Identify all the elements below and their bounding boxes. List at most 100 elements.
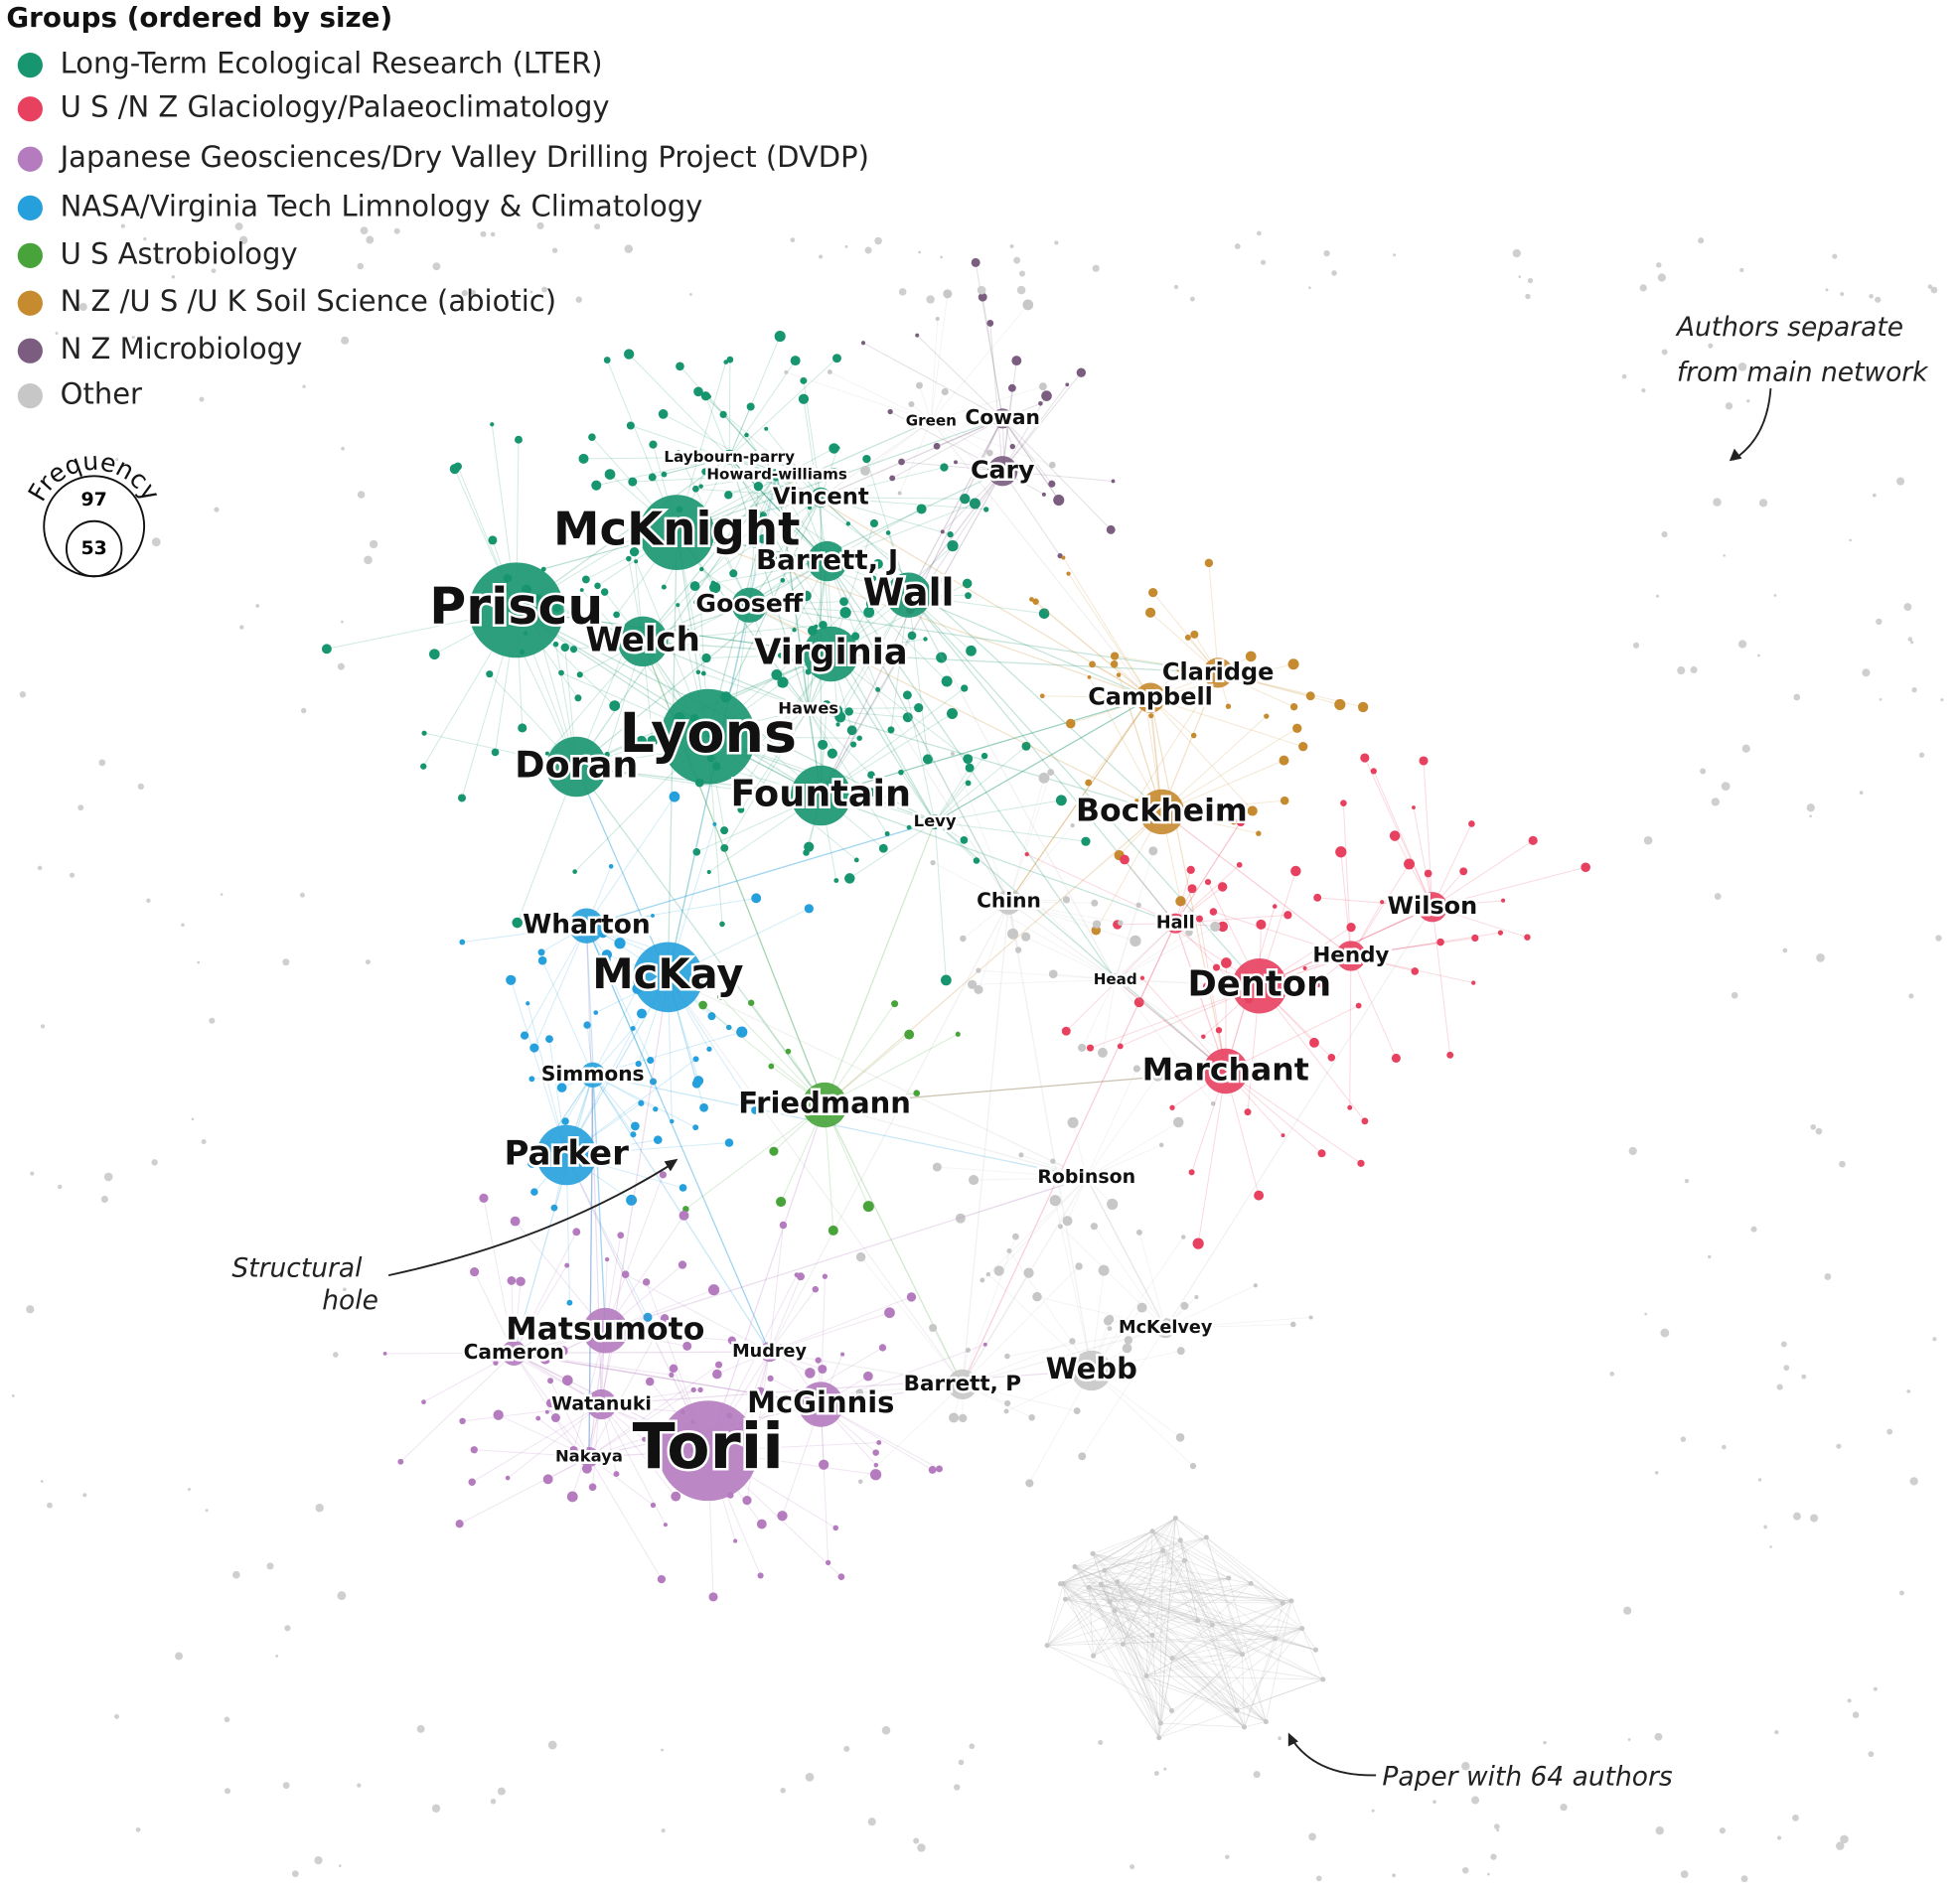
minor-node: [947, 708, 959, 720]
isolated-node: [357, 491, 366, 499]
minor-node: [891, 1000, 899, 1008]
edge: [1161, 810, 1352, 956]
minor-node: [1355, 1002, 1362, 1009]
minor-node: [1024, 851, 1029, 857]
minor-node: [669, 791, 680, 802]
edge: [1072, 1122, 1088, 1178]
isolated-node: [913, 1837, 920, 1844]
minor-node: [855, 1388, 864, 1396]
edge: [1092, 1552, 1323, 1680]
minor-node: [1081, 836, 1091, 846]
minor-node: [645, 1377, 655, 1386]
minor-node: [705, 393, 711, 399]
minor-node: [1185, 929, 1193, 937]
minor-node: [649, 1078, 658, 1086]
minor-node: [1136, 1302, 1147, 1313]
edge: [1053, 973, 1116, 980]
edge: [585, 925, 652, 1061]
minor-node: [550, 1412, 560, 1423]
minor-node: [1234, 1707, 1240, 1713]
minor-node: [1085, 779, 1093, 787]
minor-node: [712, 1369, 722, 1380]
minor-node: [421, 1399, 426, 1405]
minor-node: [692, 485, 699, 493]
author-label: Matsumoto: [506, 1312, 704, 1348]
minor-node: [603, 357, 611, 364]
edge: [514, 1352, 672, 1376]
minor-node: [600, 588, 609, 596]
minor-node: [965, 780, 972, 787]
minor-node: [1050, 1158, 1056, 1164]
minor-node: [1436, 938, 1444, 946]
isolated-node: [1098, 1739, 1104, 1746]
author-node: [1079, 1170, 1095, 1186]
edge: [1089, 676, 1162, 812]
minor-node: [1241, 1724, 1248, 1730]
author-node: [924, 414, 938, 428]
arrow-head: [1729, 448, 1742, 462]
isolated-node: [239, 625, 244, 630]
author-node: [580, 1062, 606, 1088]
edge: [1092, 1552, 1302, 1629]
minor-node: [719, 921, 725, 928]
minor-node: [468, 1478, 476, 1487]
minor-node: [1192, 1238, 1204, 1249]
edge: [1074, 1559, 1185, 1567]
minor-node: [493, 1360, 499, 1366]
minor-node: [692, 848, 701, 856]
edge: [737, 654, 831, 795]
minor-node: [784, 369, 789, 374]
edge: [1101, 1583, 1316, 1651]
isolated-node: [1783, 1365, 1790, 1372]
isolated-node: [958, 1759, 965, 1766]
edge: [829, 371, 932, 422]
edge: [808, 707, 919, 710]
edge: [728, 457, 1010, 903]
isolated-node: [211, 268, 217, 274]
minor-node: [613, 611, 620, 619]
minor-node: [1003, 1408, 1009, 1414]
edge: [827, 560, 879, 690]
edge: [1115, 932, 1190, 980]
minor-node: [1279, 755, 1289, 766]
author-label: Friedmann: [738, 1087, 911, 1120]
minor-node: [568, 1445, 578, 1455]
minor-node: [535, 1415, 541, 1421]
author-node: [721, 449, 737, 465]
minor-node: [1317, 1149, 1326, 1158]
minor-node: [545, 1035, 553, 1044]
edge: [1089, 1577, 1229, 1588]
minor-node: [661, 471, 668, 478]
edge: [762, 474, 778, 514]
edge: [1088, 1586, 1238, 1711]
edge: [769, 1288, 817, 1353]
edge: [1212, 1624, 1316, 1651]
isolated-node: [490, 1799, 497, 1805]
isolated-node: [1731, 991, 1738, 999]
minor-node: [608, 863, 614, 869]
author-label: Campbell: [1088, 683, 1213, 711]
edge: [765, 428, 822, 499]
edge: [824, 821, 936, 1105]
edge: [1065, 1598, 1173, 1660]
edge: [1145, 1675, 1172, 1711]
edge: [821, 497, 986, 510]
edge: [934, 821, 947, 980]
author-node: [731, 587, 768, 623]
edge: [1086, 1177, 1166, 1329]
minor-node: [837, 1573, 845, 1580]
edge: [1161, 727, 1298, 812]
edge: [1063, 1583, 1245, 1728]
isolated-node: [416, 1724, 425, 1733]
edge: [708, 396, 778, 476]
minor-node: [1380, 900, 1385, 905]
legend-label: U S Astrobiology: [61, 236, 298, 270]
edge: [1124, 859, 1176, 924]
edge: [1102, 979, 1117, 1053]
minor-node: [986, 320, 994, 327]
edge: [1008, 901, 1136, 942]
isolated-node: [357, 262, 365, 270]
edge: [1006, 1327, 1166, 1358]
edge: [1145, 1530, 1153, 1676]
edge: [1086, 1076, 1158, 1179]
